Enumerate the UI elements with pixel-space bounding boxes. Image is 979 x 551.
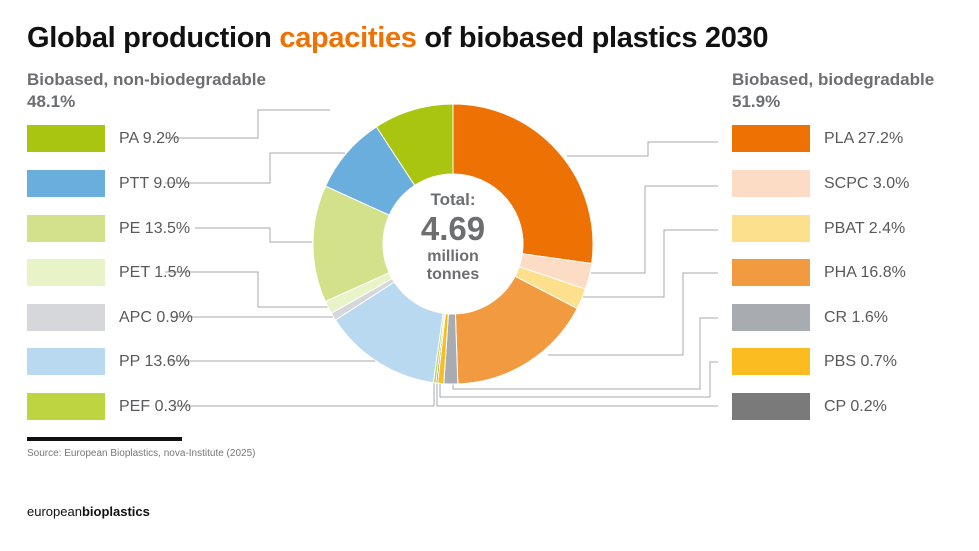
leader-line <box>452 317 718 390</box>
legend-label: CR 1.6% <box>824 308 889 326</box>
legend-item-pbs: PBS 0.7% <box>732 348 897 375</box>
total-value: 4.69 <box>420 210 486 247</box>
leader-line <box>439 361 718 398</box>
legend-item-pha: PHA 16.8% <box>732 259 906 286</box>
legend-item-pe: PE 13.5% <box>27 215 190 242</box>
legend-label: PHA 16.8% <box>824 263 906 281</box>
legend-label: PTT 9.0% <box>119 174 190 192</box>
legend-item-pla: PLA 27.2% <box>732 125 903 152</box>
donut-center-text: Total: 4.69 million tonnes <box>383 190 523 284</box>
legend-swatch <box>27 215 105 242</box>
legend-label: PBS 0.7% <box>824 352 897 370</box>
leader-line <box>583 229 718 298</box>
legend-item-pp: PP 13.6% <box>27 348 190 375</box>
legend-label: PLA 27.2% <box>824 129 904 147</box>
legend-swatch <box>732 259 810 286</box>
legend-label: PBAT 2.4% <box>824 219 906 237</box>
legend-swatch <box>27 393 105 420</box>
legend-label: PEF 0.3% <box>119 397 192 415</box>
legend-label: SCPC 3.0% <box>824 174 910 192</box>
legend-label: CP 0.2% <box>824 397 887 415</box>
legend-label: PP 13.6% <box>119 352 190 370</box>
leader-line <box>170 382 435 407</box>
leader-line <box>548 272 718 356</box>
legend-swatch <box>732 125 810 152</box>
legend-item-scpc: SCPC 3.0% <box>732 170 909 197</box>
legend-swatch <box>732 215 810 242</box>
legend-swatch <box>732 170 810 197</box>
group-non-biodegradable: Biobased, non-biodegradable 48.1% <box>27 70 266 111</box>
legend-item-cp: CP 0.2% <box>732 393 887 420</box>
legend-label: PA 9.2% <box>119 129 180 147</box>
leader-line <box>567 141 718 157</box>
legend-item-apc: APC 0.9% <box>27 304 193 331</box>
legend-label: PET 1.5% <box>119 263 191 281</box>
chart-title: Global production capacities of biobased… <box>27 22 769 54</box>
legend-swatch <box>27 170 105 197</box>
donut-hole <box>383 174 523 314</box>
legend-label: PE 13.5% <box>119 219 191 237</box>
legend-item-ptt: PTT 9.0% <box>27 170 190 197</box>
legend-item-pef: PEF 0.3% <box>27 393 191 420</box>
legend-swatch <box>27 259 105 286</box>
legend-item-cr: CR 1.6% <box>732 304 888 331</box>
legend-swatch <box>732 304 810 331</box>
legend-swatch <box>732 348 810 375</box>
legend-item-pbat: PBAT 2.4% <box>732 215 905 242</box>
leader-line <box>436 383 718 407</box>
leader-line <box>165 152 345 184</box>
legend-swatch <box>27 348 105 375</box>
legend-item-pet: PET 1.5% <box>27 259 191 286</box>
legend-swatch <box>732 393 810 420</box>
total-unit-2: tonnes <box>426 266 480 283</box>
leader-line <box>195 227 312 243</box>
leader-line <box>165 271 328 308</box>
divider-bar <box>27 437 182 441</box>
source-note: Source: European Bioplastics, nova-Insti… <box>27 448 256 459</box>
legend-swatch <box>27 125 105 152</box>
total-unit-1: million <box>427 248 479 265</box>
legend-item-pa: PA 9.2% <box>27 125 179 152</box>
total-label: Total: <box>430 190 476 209</box>
logo: europeanbioplastics <box>27 504 150 519</box>
legend-swatch <box>27 304 105 331</box>
group-biodegradable: Biobased, biodegradable 51.9% <box>732 70 935 111</box>
leader-line <box>165 109 330 139</box>
leader-line <box>591 185 718 274</box>
legend-label: APC 0.9% <box>119 308 193 326</box>
